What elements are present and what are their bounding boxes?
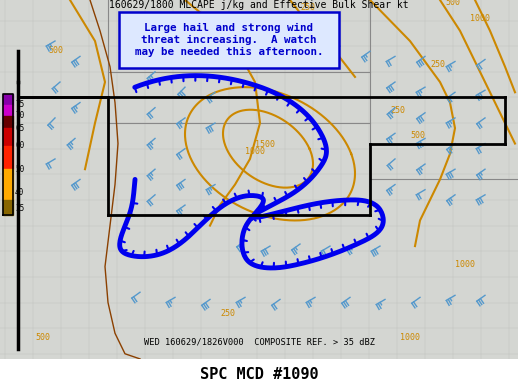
Text: 250: 250 <box>220 309 235 318</box>
Text: 65: 65 <box>15 124 24 133</box>
Text: 500: 500 <box>445 0 460 7</box>
Text: 50: 50 <box>15 165 24 174</box>
Bar <box>3 128 13 146</box>
Text: 35: 35 <box>15 204 24 213</box>
Bar <box>3 146 13 169</box>
Text: 60: 60 <box>15 141 24 150</box>
Bar <box>3 116 13 128</box>
Text: 500: 500 <box>410 132 425 140</box>
FancyBboxPatch shape <box>119 12 339 68</box>
Text: 1000: 1000 <box>400 333 420 343</box>
Bar <box>3 200 13 215</box>
Text: 500: 500 <box>35 333 50 343</box>
Text: 250: 250 <box>430 60 445 69</box>
Text: 1000: 1000 <box>455 260 475 268</box>
Text: 500: 500 <box>185 29 200 38</box>
Text: 160629/1800 MLCAPE j/kg and Effective Bulk Shear kt: 160629/1800 MLCAPE j/kg and Effective Bu… <box>109 0 409 10</box>
Text: 1000: 1000 <box>245 147 265 156</box>
Bar <box>3 169 13 200</box>
Text: 70: 70 <box>15 111 24 120</box>
Bar <box>3 94 13 105</box>
Text: 250: 250 <box>390 106 405 115</box>
Text: 1500: 1500 <box>255 140 275 149</box>
Text: 500: 500 <box>48 46 63 55</box>
Text: WED 160629/1826V000  COMPOSITE REF. > 35 dBZ: WED 160629/1826V000 COMPOSITE REF. > 35 … <box>143 338 375 347</box>
Text: Large hail and strong wind
threat increasing.  A watch
may be needed this aftern: Large hail and strong wind threat increa… <box>135 23 323 57</box>
Text: 1000: 1000 <box>470 14 490 23</box>
Text: SPC MCD #1090: SPC MCD #1090 <box>199 367 319 383</box>
Text: 75: 75 <box>15 100 24 109</box>
Text: 40: 40 <box>15 188 24 197</box>
Text: 250: 250 <box>300 3 315 12</box>
Bar <box>3 105 13 116</box>
